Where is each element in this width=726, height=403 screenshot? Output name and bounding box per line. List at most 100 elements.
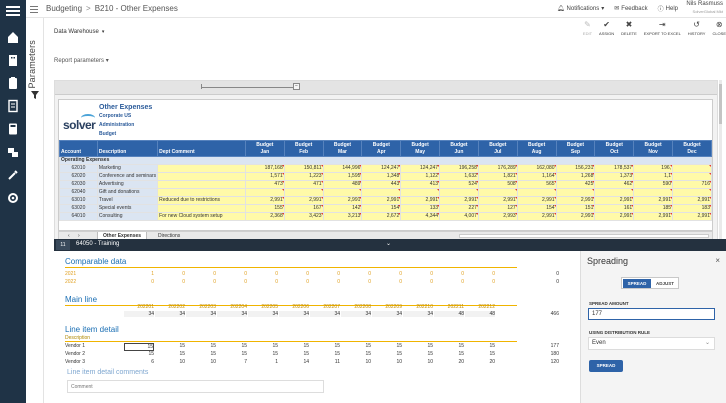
value-cell[interactable]: 2,991 (516, 212, 557, 221)
detail-value[interactable]: 15 (210, 351, 216, 357)
spreadsheet[interactable]: solver Other Expenses Corporate US Admin… (58, 99, 713, 231)
value-cell[interactable]: 413 (400, 180, 441, 189)
detail-value[interactable]: 10 (179, 359, 185, 365)
detail-value[interactable]: 15 (458, 343, 464, 349)
tab-next-icon[interactable]: › (78, 233, 80, 239)
value-cell[interactable] (672, 164, 712, 173)
main-line-value[interactable]: 34 (403, 311, 433, 317)
value-cell[interactable]: 2,991 (555, 212, 596, 221)
detail-value[interactable]: 15 (179, 343, 185, 349)
value-cell[interactable]: 196,258 (439, 164, 479, 173)
action-close[interactable]: ⊗ CLOSE (712, 20, 726, 36)
value-cell[interactable] (516, 188, 557, 197)
tab-prev-icon[interactable]: ‹ (68, 233, 70, 239)
value-cell[interactable]: 4,344 (400, 212, 441, 221)
detail-value[interactable]: 20 (489, 359, 495, 365)
detail-value[interactable]: 15 (241, 343, 247, 349)
detail-value[interactable]: 10 (427, 359, 433, 365)
detail-value[interactable]: 15 (489, 343, 495, 349)
value-cell[interactable]: 508 (477, 180, 518, 189)
settings-icon[interactable] (6, 191, 20, 205)
value-cell[interactable] (400, 188, 441, 197)
value-cell[interactable]: 1,373 (594, 172, 635, 181)
detail-value[interactable]: 15 (396, 351, 402, 357)
value-cell[interactable]: 3,213 (322, 212, 363, 221)
value-cell[interactable]: 227 (439, 204, 479, 213)
main-line-value[interactable]: 34 (341, 311, 371, 317)
value-cell[interactable]: 443 (361, 180, 402, 189)
value-cell[interactable]: 3,423 (283, 212, 324, 221)
value-cell[interactable]: 2,991 (400, 196, 441, 205)
detail-value[interactable]: 15 (458, 351, 464, 357)
value-cell[interactable]: 154 (361, 204, 402, 213)
value-cell[interactable]: 2,991 (633, 196, 674, 205)
value-cell[interactable] (244, 188, 285, 197)
breadcrumb-root[interactable]: Budgeting (46, 4, 83, 13)
building-icon[interactable] (6, 53, 20, 67)
value-cell[interactable]: 2,991 (322, 196, 363, 205)
spread-button[interactable]: SPREAD (589, 360, 623, 372)
value-cell[interactable]: 524 (439, 180, 479, 189)
value-cell[interactable]: 1,164 (516, 172, 557, 181)
feedback-button[interactable]: ✉ Feedback (614, 4, 647, 13)
main-line-value[interactable]: 34 (248, 311, 278, 317)
main-line-value[interactable]: 34 (124, 311, 154, 317)
spread-tab[interactable]: SPREAD (623, 279, 651, 288)
detail-value[interactable]: 10 (396, 359, 402, 365)
value-cell[interactable]: 196, (633, 164, 674, 173)
value-cell[interactable]: 2,991 (633, 212, 674, 221)
detail-value[interactable]: 15 (272, 351, 278, 357)
detail-value[interactable]: 10 (365, 359, 371, 365)
close-icon[interactable]: × (715, 256, 720, 265)
value-cell[interactable]: 178,537 (594, 164, 635, 173)
detail-value[interactable]: 15 (303, 351, 309, 357)
data-warehouse-selector[interactable]: Data Warehouse ▾ (54, 29, 104, 35)
value-cell[interactable]: 489 (322, 180, 363, 189)
menu-logo-icon[interactable] (6, 4, 20, 16)
layers-icon[interactable] (6, 145, 20, 159)
value-cell[interactable]: 462 (594, 180, 635, 189)
value-cell[interactable]: 154 (516, 204, 557, 213)
detail-value[interactable]: 15 (241, 351, 247, 357)
detail-value[interactable]: 1 (275, 359, 278, 365)
value-cell[interactable]: 1,223 (283, 172, 324, 181)
value-cell[interactable]: 473 (244, 180, 285, 189)
main-line-value[interactable]: 34 (155, 311, 185, 317)
detail-value[interactable]: 15 (365, 351, 371, 357)
value-cell[interactable]: 2,991 (477, 196, 518, 205)
value-cell[interactable]: 124,247 (361, 164, 402, 173)
value-cell[interactable]: 161 (594, 204, 635, 213)
document-icon[interactable] (6, 99, 20, 113)
spread-amount-input[interactable]: 177 (588, 308, 715, 320)
detail-value[interactable]: 15 (489, 351, 495, 357)
value-cell[interactable]: 133 (400, 204, 441, 213)
home-icon[interactable] (6, 30, 20, 44)
report-parameters-toggle[interactable]: Report parameters ▾ (54, 57, 109, 64)
detail-value[interactable]: 15 (396, 343, 402, 349)
detail-value[interactable]: 15 (272, 343, 278, 349)
main-line-value[interactable]: 34 (279, 311, 309, 317)
value-cell[interactable] (477, 188, 518, 197)
value-cell[interactable]: 2,993 (477, 212, 518, 221)
value-cell[interactable]: 565 (516, 180, 557, 189)
hamburger-icon[interactable] (30, 5, 38, 13)
value-cell[interactable]: 1,595 (322, 172, 363, 181)
value-cell[interactable]: 1,632 (439, 172, 479, 181)
horizontal-scrollbar[interactable] (459, 234, 709, 238)
value-cell[interactable]: 144,996 (322, 164, 363, 173)
value-cell[interactable]: 425 (555, 180, 596, 189)
value-cell[interactable]: 2,991 (594, 196, 635, 205)
adjust-tab[interactable]: ADJUST (655, 281, 674, 286)
value-cell[interactable]: 187,168 (244, 164, 285, 173)
value-cell[interactable]: 2,991 (361, 196, 402, 205)
value-cell[interactable]: 2,991 (672, 196, 712, 205)
main-line-value[interactable]: 34 (372, 311, 402, 317)
value-cell[interactable]: 4,007 (439, 212, 479, 221)
detail-value[interactable]: 11 (334, 359, 340, 365)
action-history[interactable]: ↺ HISTORY (688, 20, 706, 36)
comment-cell[interactable]: Reduced due to restrictions (157, 196, 246, 205)
comment-cell[interactable]: For new Cloud system setup (157, 212, 246, 221)
value-cell[interactable] (633, 188, 674, 197)
value-cell[interactable]: 2,991 (555, 196, 596, 205)
value-cell[interactable]: 183 (672, 204, 712, 213)
